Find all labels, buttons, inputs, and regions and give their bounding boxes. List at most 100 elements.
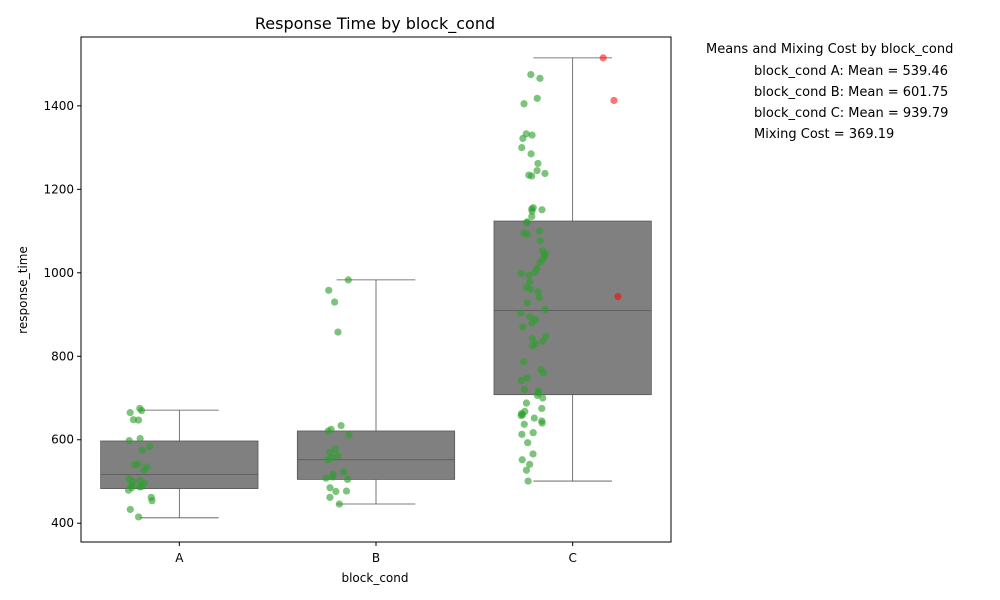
data-point-c xyxy=(517,376,525,385)
data-point-c xyxy=(527,285,535,294)
data-point-c xyxy=(529,450,537,458)
data-point-b xyxy=(342,487,351,495)
data-point-b xyxy=(343,475,352,483)
legend-title: Means and Mixing Cost by block_cond xyxy=(706,42,953,57)
data-point-c xyxy=(535,294,543,302)
data-point-b xyxy=(326,493,334,501)
data-point-c xyxy=(533,94,541,102)
data-point-a xyxy=(137,406,146,415)
data-point-c xyxy=(528,207,536,215)
data-point-a xyxy=(134,513,143,521)
data-point-b xyxy=(326,484,334,492)
data-point-c xyxy=(533,391,542,400)
data-point-c xyxy=(526,313,534,321)
box-c xyxy=(493,220,652,396)
data-point-b xyxy=(326,448,334,456)
data-point-c xyxy=(523,299,531,307)
data-point-a xyxy=(136,434,144,443)
data-point-b xyxy=(334,328,342,336)
data-point-c xyxy=(539,337,547,345)
data-point-c xyxy=(529,429,537,437)
data-point-b xyxy=(337,421,345,430)
data-point-c xyxy=(535,227,544,235)
data-point-b xyxy=(335,500,343,508)
y-tick-label-400: 400 xyxy=(51,516,74,530)
boxes-layer xyxy=(100,57,652,519)
data-point-a xyxy=(124,486,133,494)
data-point-b xyxy=(331,298,339,306)
data-point-b xyxy=(324,456,332,464)
data-point-c xyxy=(517,270,525,278)
x-tick-label-c: C xyxy=(568,551,576,565)
data-point-c xyxy=(528,212,536,221)
data-point-c xyxy=(533,166,541,175)
data-point-c xyxy=(528,319,536,327)
data-point-c xyxy=(541,305,549,314)
data-point-c xyxy=(518,456,526,464)
data-point-a xyxy=(125,436,133,445)
data-point-c xyxy=(538,404,546,413)
data-point-b xyxy=(325,286,333,294)
data-point-c xyxy=(526,460,534,468)
data-point-a xyxy=(136,483,144,491)
data-point-b xyxy=(340,468,348,476)
y-tick-label-1000: 1000 xyxy=(43,266,74,280)
data-point-c xyxy=(539,369,548,377)
data-point-a xyxy=(134,416,143,424)
data-point-c xyxy=(528,131,536,139)
data-point-c xyxy=(526,278,534,286)
data-point-c xyxy=(541,169,549,178)
box-b xyxy=(296,430,456,480)
y-axis: 400 600 800 1000 1200 1400 xyxy=(43,99,81,530)
data-point-c xyxy=(536,258,544,266)
y-tick-label-800: 800 xyxy=(51,349,74,363)
data-point-c xyxy=(520,100,528,108)
data-point-a xyxy=(146,442,154,451)
data-point-c xyxy=(520,386,529,394)
data-point-c xyxy=(524,477,532,485)
data-point-a xyxy=(126,409,134,417)
box-a xyxy=(100,440,259,489)
data-point-c xyxy=(527,150,535,158)
x-tick-label-a: A xyxy=(175,551,184,565)
legend-entry-b: block_cond B: Mean = 601.75 xyxy=(754,85,948,100)
data-point-a xyxy=(138,446,146,454)
data-point-c xyxy=(523,219,531,227)
data-point-c xyxy=(538,206,546,214)
data-point-b xyxy=(331,445,339,453)
data-point-c xyxy=(524,439,532,447)
data-point-c xyxy=(523,374,531,382)
data-point-c xyxy=(519,323,527,331)
chart-title: Response Time by block_cond xyxy=(255,14,495,34)
data-point-a xyxy=(148,497,156,505)
data-point-c xyxy=(520,420,528,428)
data-point-c xyxy=(517,309,525,317)
points-layer xyxy=(124,54,622,521)
legend: Means and Mixing Cost by block_cond bloc… xyxy=(706,42,953,142)
data-point-a xyxy=(130,461,139,469)
data-point-c xyxy=(539,394,547,402)
data-point-c xyxy=(522,466,531,474)
x-axis: A B C xyxy=(175,542,577,565)
data-point-c xyxy=(522,399,531,407)
data-point-b xyxy=(345,431,353,439)
data-point-c xyxy=(519,134,527,143)
data-point-c xyxy=(530,414,538,422)
data-point-c xyxy=(528,342,537,350)
data-point-c xyxy=(531,268,539,276)
legend-entry-c: block_cond C: Mean = 939.79 xyxy=(754,106,948,121)
y-tick-label-600: 600 xyxy=(51,433,74,447)
data-point-b xyxy=(344,276,352,284)
outlier-point-c xyxy=(610,96,618,105)
data-point-c xyxy=(517,411,525,420)
x-tick-label-b: B xyxy=(372,551,380,565)
y-tick-label-1200: 1200 xyxy=(43,182,74,196)
data-point-b xyxy=(334,452,342,460)
data-point-c xyxy=(536,74,544,82)
outlier-point-c xyxy=(614,292,622,301)
y-tick-label-1400: 1400 xyxy=(43,99,74,113)
data-point-c xyxy=(538,419,546,427)
data-point-c xyxy=(523,230,532,239)
x-axis-label: block_cond xyxy=(341,571,408,585)
